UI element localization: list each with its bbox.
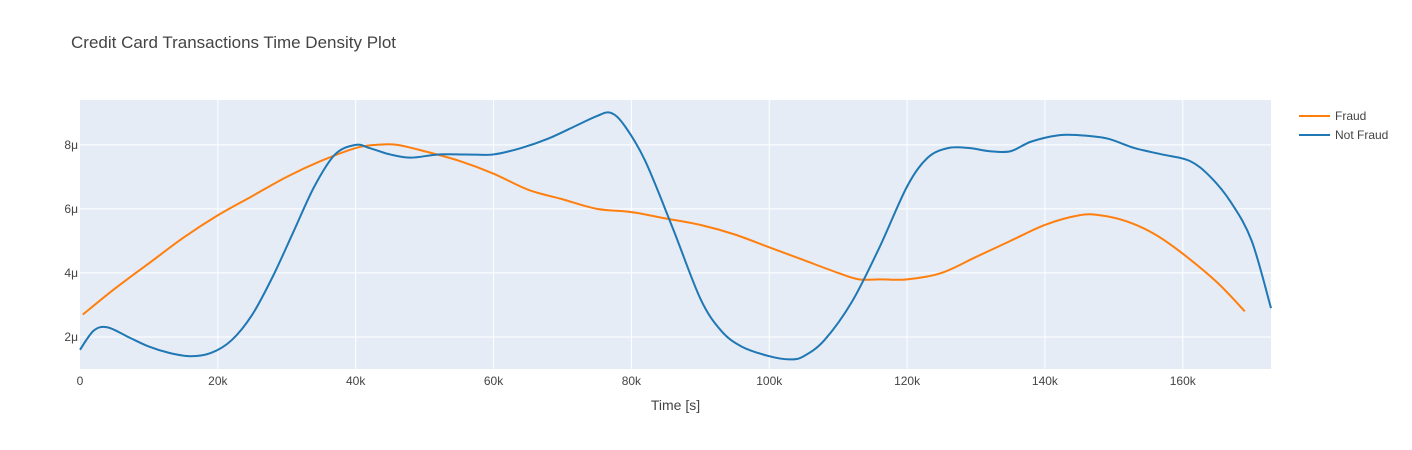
legend-swatch xyxy=(1299,114,1330,117)
legend-item-not-fraud[interactable]: Not Fraud xyxy=(1299,125,1388,144)
y-tick-label: 8μ xyxy=(64,138,78,152)
legend-item-fraud[interactable]: Fraud xyxy=(1299,106,1388,125)
x-axis-ticks: 0 20k 40k 60k 80k 100k 120k 140k 160k xyxy=(77,374,1197,388)
series-line-not-fraud xyxy=(79,111,1272,361)
x-tick-label: 160k xyxy=(1170,374,1197,388)
x-tick-label: 40k xyxy=(346,374,366,388)
x-tick-label: 20k xyxy=(208,374,228,388)
x-tick-label: 0 xyxy=(77,374,84,388)
series-lines xyxy=(79,111,1272,361)
x-tick-label: 80k xyxy=(622,374,642,388)
legend-label: Not Fraud xyxy=(1335,127,1389,142)
legend-swatch xyxy=(1299,133,1330,136)
x-tick-label: 60k xyxy=(484,374,504,388)
legend: Fraud Not Fraud xyxy=(1299,106,1388,144)
series-line-fraud xyxy=(82,143,1246,316)
x-tick-label: 140k xyxy=(1032,374,1059,388)
y-axis-ticks: 2μ 4μ 6μ 8μ xyxy=(64,138,78,344)
chart-title: Credit Card Transactions Time Density Pl… xyxy=(71,33,397,52)
y-tick-label: 6μ xyxy=(64,202,78,216)
x-tick-label: 120k xyxy=(894,374,921,388)
y-tick-label: 2μ xyxy=(64,330,78,344)
grid-lines xyxy=(80,100,1271,369)
legend-label: Fraud xyxy=(1335,108,1367,123)
x-axis-title: Time [s] xyxy=(651,397,700,413)
y-tick-label: 4μ xyxy=(64,266,78,280)
x-tick-label: 100k xyxy=(756,374,783,388)
